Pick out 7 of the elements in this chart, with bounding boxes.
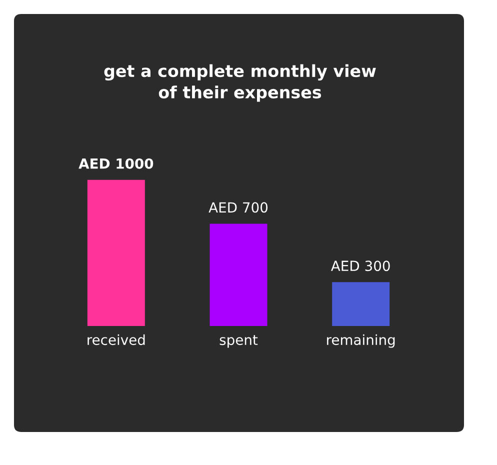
data-label: AED 1000 (78, 158, 154, 169)
chart-title: get a complete monthly view of their expenses (104, 64, 376, 102)
x-tick-label: received (88, 334, 145, 346)
data-label: AED 300 (330, 260, 390, 272)
x-tick-label: remaining (327, 334, 395, 348)
x-tick-label: spent (220, 335, 258, 348)
data-label: AED 700 (208, 202, 268, 213)
